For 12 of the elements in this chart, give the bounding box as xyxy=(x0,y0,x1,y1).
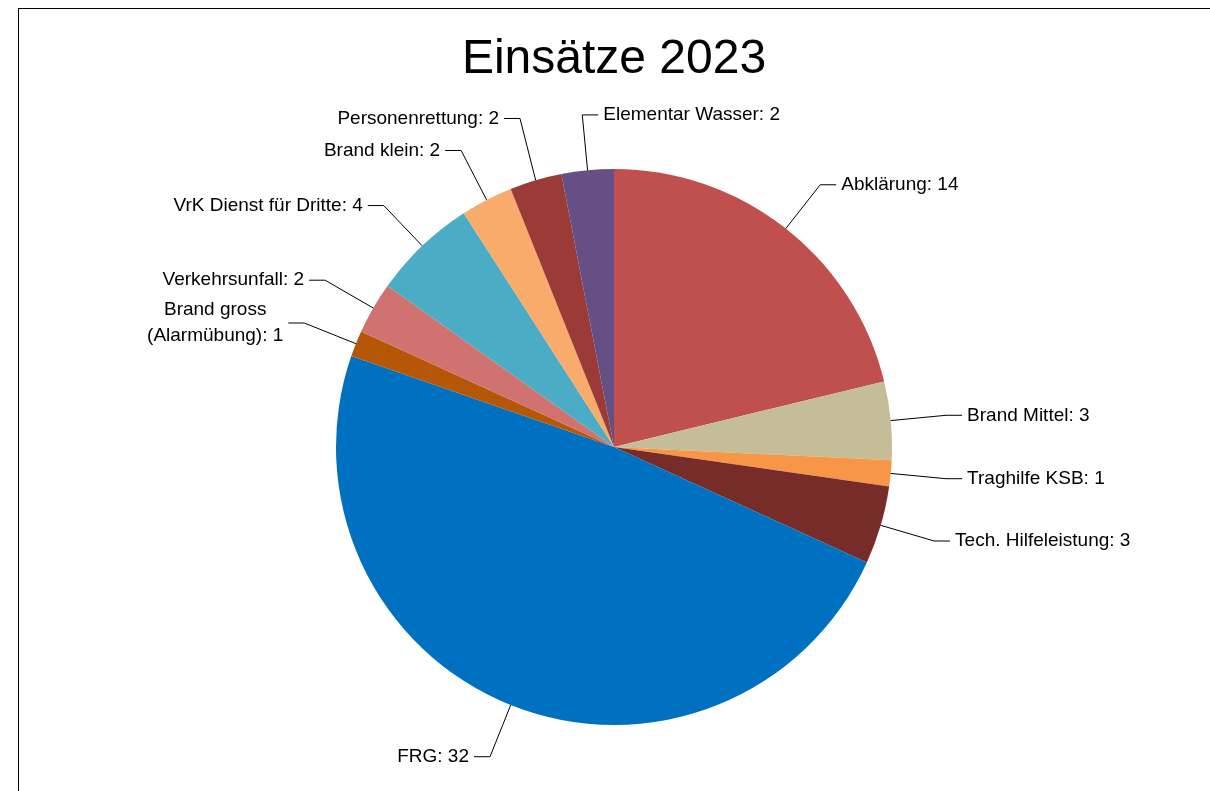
slice-label: Personenrettung: 2 xyxy=(337,106,500,128)
slice-label: VrK Dienst für Dritte: 4 xyxy=(173,193,364,215)
slice-label: Verkehrsunfall: 2 xyxy=(162,268,305,290)
slice-label: Brand Mittel: 3 xyxy=(967,403,1090,425)
slice-label: Elementar Wasser: 2 xyxy=(603,103,780,125)
slice-label: FRG: 32 xyxy=(397,744,470,766)
slice-label: Brand klein: 2 xyxy=(323,138,441,160)
slice-label: Traghilfe KSB: 1 xyxy=(967,466,1105,488)
slice-label: Tech. Hilfeleistung: 3 xyxy=(955,529,1131,551)
slice-label: Abklärung: 14 xyxy=(841,173,959,195)
chart-title: Einsätze 2023 xyxy=(461,30,767,84)
slice-label: Brand gross (Alarmübung): 1 xyxy=(147,298,284,346)
